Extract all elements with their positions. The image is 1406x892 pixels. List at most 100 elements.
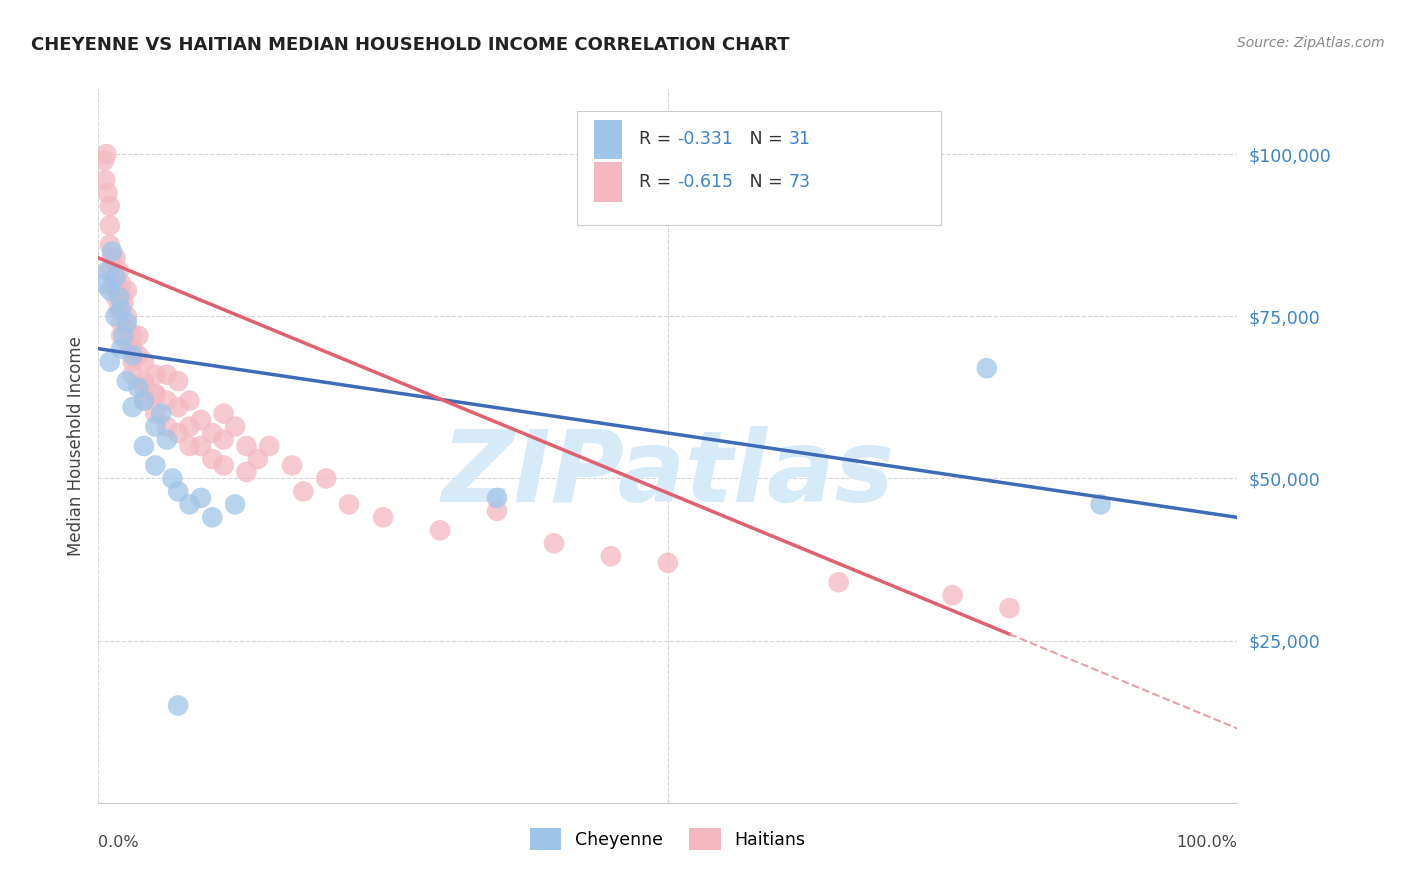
Point [156,419,179,434]
Point [127,328,149,343]
Point [179,439,201,453]
Point [132,374,155,388]
Point [101,244,124,259]
Text: N =: N = [733,173,789,191]
Point [162,471,184,485]
Point [115,310,138,324]
Text: ZIPatlas: ZIPatlas [441,426,894,523]
Point [828,575,851,590]
Text: 31: 31 [789,130,810,148]
Text: R =: R = [640,130,678,148]
Point [179,497,201,511]
Point [1090,497,1112,511]
Point [292,484,315,499]
Point [998,601,1021,615]
Point [108,290,131,304]
Point [110,290,132,304]
Text: 0.0%: 0.0% [98,835,139,850]
Point [121,400,143,414]
Point [110,277,132,291]
Point [110,316,132,330]
Point [145,368,167,382]
Point [976,361,998,376]
Bar [593,162,623,202]
Point [93,277,115,291]
Point [281,458,304,473]
Point [98,283,121,297]
Point [110,302,132,317]
Point [201,510,224,524]
Point [600,549,623,564]
Point [371,510,394,524]
Text: 73: 73 [789,173,810,191]
Point [96,264,118,278]
Point [115,374,138,388]
Text: 100.0%: 100.0% [1177,835,1237,850]
Point [121,368,143,382]
Point [145,387,167,401]
Point [108,302,131,317]
Point [543,536,565,550]
Point [132,381,155,395]
Point [121,328,143,343]
Point [112,328,135,343]
Point [337,497,360,511]
Point [179,419,201,434]
Point [104,290,127,304]
Point [96,186,118,200]
Point [942,588,965,602]
Y-axis label: Median Household Income: Median Household Income [66,336,84,556]
Point [110,302,132,317]
Point [259,439,281,453]
Point [127,348,149,362]
Point [101,251,124,265]
Point [112,296,135,310]
Point [657,556,679,570]
Point [132,354,155,368]
Point [145,419,167,434]
Point [486,504,509,518]
Point [98,219,121,233]
Point [104,310,127,324]
Text: R =: R = [640,173,678,191]
Text: N =: N = [733,130,789,148]
Point [96,147,118,161]
Point [98,199,121,213]
Point [167,484,190,499]
Bar [593,120,623,159]
Point [167,400,190,414]
Point [224,497,246,511]
Point [179,393,201,408]
Point [201,425,224,440]
Point [315,471,337,485]
Point [104,270,127,285]
Point [167,698,190,713]
Point [121,354,143,368]
Point [156,433,179,447]
Point [98,238,121,252]
Point [190,413,212,427]
Point [156,393,179,408]
Point [115,322,138,336]
Point [212,433,235,447]
Point [429,524,451,538]
Point [167,425,190,440]
Point [235,439,257,453]
Point [156,368,179,382]
Point [150,407,173,421]
Text: -0.331: -0.331 [678,130,733,148]
Point [486,491,509,505]
Legend: Cheyenne, Haitians: Cheyenne, Haitians [522,820,814,858]
Point [104,270,127,285]
Point [121,342,143,356]
Text: Source: ZipAtlas.com: Source: ZipAtlas.com [1237,36,1385,50]
Text: CHEYENNE VS HAITIAN MEDIAN HOUSEHOLD INCOME CORRELATION CHART: CHEYENNE VS HAITIAN MEDIAN HOUSEHOLD INC… [31,36,789,54]
Point [145,458,167,473]
Point [167,374,190,388]
Point [108,264,131,278]
Point [98,354,121,368]
Point [212,458,235,473]
Point [103,277,125,291]
Point [212,407,235,421]
Point [121,348,143,362]
